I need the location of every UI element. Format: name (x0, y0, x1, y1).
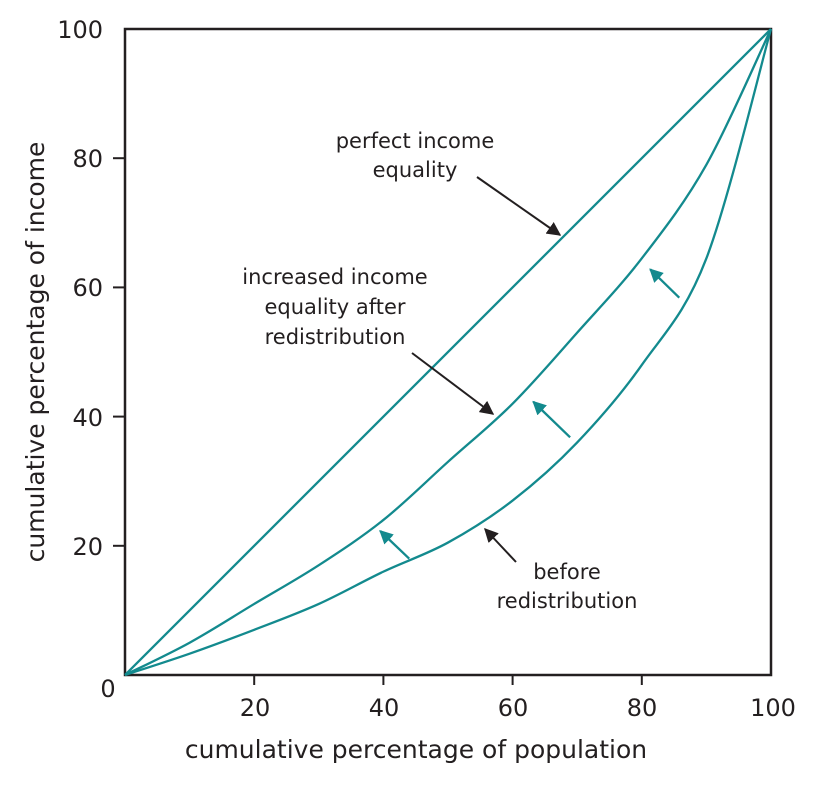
plot-frame (123, 27, 773, 677)
curve-after-redistribution (124, 28, 773, 677)
axis-ticks (113, 157, 643, 685)
y-tick-label: 80 (72, 145, 103, 173)
annotation-text: equality (373, 158, 458, 182)
annotation-text: redistribution (265, 325, 406, 349)
x-axis-tick-labels: 20 40 60 80 100 (240, 694, 796, 722)
annotation-perfect-equality: perfect income equality (336, 129, 495, 182)
annotation-after-redistribution: increased income equality after redistri… (242, 265, 427, 349)
x-tick-label: 20 (240, 694, 271, 722)
x-tick-label: 40 (369, 694, 400, 722)
y-tick-label: 40 (72, 404, 103, 432)
shift-arrow-icon (649, 268, 681, 299)
annotation-before-redistribution: before redistribution (497, 560, 638, 613)
annotation-text: equality after (264, 295, 405, 319)
x-tick-label: 60 (498, 694, 529, 722)
y-tick-label: 60 (72, 274, 103, 302)
shift-arrow-icon (532, 400, 571, 439)
annotation-text: before (533, 560, 601, 584)
shift-arrow-icon (379, 529, 411, 560)
annotation-arrow-equality (476, 176, 562, 236)
annotation-text: perfect income (336, 129, 495, 153)
curve-perfect-equality (124, 28, 772, 676)
x-tick-label: 100 (750, 694, 796, 722)
curves (124, 28, 773, 677)
curve-before-redistribution (124, 28, 773, 677)
shift-arrows (379, 268, 681, 560)
origin-label: 0 (100, 675, 115, 703)
annotation-arrow-before (484, 527, 517, 563)
x-tick-label: 80 (627, 694, 658, 722)
y-axis-tick-labels: 20 40 60 80 100 (57, 16, 103, 561)
annotation-text: increased income (242, 265, 427, 289)
y-axis-label: cumulative percentage of income (21, 142, 50, 563)
annotation-text: redistribution (497, 589, 638, 613)
annotation-arrow-after (411, 352, 495, 415)
y-tick-label: 20 (72, 533, 103, 561)
x-axis-label: cumulative percentage of population (185, 735, 647, 764)
y-tick-label: 100 (57, 16, 103, 44)
